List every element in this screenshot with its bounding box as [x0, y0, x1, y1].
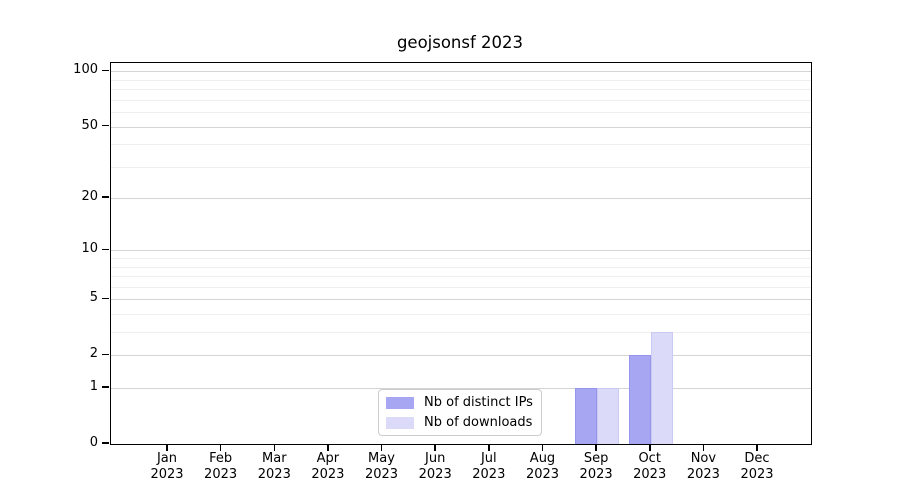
x-tick-year: 2023 — [525, 466, 560, 482]
x-tick-month: Aug — [529, 451, 556, 466]
x-tick-month: Apr — [316, 451, 340, 466]
x-tick-mark-aug — [541, 444, 544, 451]
gridline-major-50 — [111, 126, 811, 128]
x-tick-label-apr: Apr 2023 — [288, 451, 368, 482]
x-tick-month: Jan — [156, 451, 178, 466]
plot-area — [110, 62, 812, 445]
x-tick-label-mar: Mar 2023 — [234, 451, 314, 482]
x-tick-label-oct: Oct 2023 — [610, 451, 690, 482]
y-tick-mark-10 — [101, 248, 109, 251]
x-tick-mark-mar — [273, 444, 275, 451]
x-tick-month: May — [368, 451, 395, 466]
x-tick-year: 2023 — [150, 466, 184, 482]
gridline-minor-6 — [111, 286, 811, 288]
gridline-major-2 — [111, 355, 811, 357]
x-tick-mark-oct — [649, 444, 651, 451]
x-tick-label-jul: Jul 2023 — [449, 451, 529, 482]
y-tick-mark-100 — [101, 69, 109, 72]
legend-item-downloads: Nb of downloads — [386, 413, 541, 433]
y-tick-mark-1 — [101, 386, 109, 388]
y-tick-mark-20 — [101, 196, 109, 198]
gridline-minor-9 — [111, 258, 811, 260]
bar-sep-downloads — [597, 388, 620, 444]
x-tick-label-sep: Sep 2023 — [556, 451, 636, 482]
x-tick-label-jun: Jun 2023 — [395, 451, 475, 482]
y-tick-label-10: 10 — [81, 241, 98, 257]
y-tick-mark-0 — [101, 442, 109, 444]
bars-layer — [111, 63, 811, 444]
chart-title: geojsonsf 2023 — [396, 33, 524, 52]
x-tick-mark-jan — [166, 444, 168, 451]
y-tick-mark-2 — [101, 353, 109, 355]
x-tick-year: 2023 — [311, 466, 345, 482]
x-tick-mark-jul — [488, 444, 490, 451]
x-tick-month: Dec — [744, 451, 770, 466]
y-tick-label-1: 1 — [89, 379, 98, 394]
x-tick-label-aug: Aug 2023 — [503, 451, 583, 482]
y-tick-label-100: 100 — [73, 62, 98, 78]
x-tick-label-feb: Feb 2023 — [181, 451, 261, 482]
y-tick-label-5: 5 — [89, 290, 98, 306]
x-tick-year: 2023 — [204, 466, 238, 482]
y-tick-mark-50 — [101, 124, 109, 127]
gridline-minor-7 — [111, 276, 811, 278]
x-tick-month: Nov — [690, 451, 717, 466]
x-tick-mark-may — [380, 444, 383, 451]
x-tick-year: 2023 — [364, 466, 399, 482]
x-tick-month: Feb — [209, 451, 233, 466]
gridline-major-10 — [111, 250, 811, 252]
gridlines-layer — [111, 63, 811, 444]
y-tick-label-20: 20 — [81, 189, 98, 205]
x-tick-mark-nov — [702, 444, 705, 451]
x-tick-month: Jun — [425, 451, 446, 466]
x-tick-year: 2023 — [740, 466, 774, 482]
x-tick-year: 2023 — [686, 466, 720, 482]
x-tick-year: 2023 — [257, 466, 291, 482]
x-tick-label-dec: Dec 2023 — [717, 451, 797, 482]
gridline-minor-90 — [111, 79, 811, 81]
legend-item-distinct-ips: Nb of distinct IPs — [386, 393, 541, 413]
gridline-minor-60 — [111, 112, 811, 114]
bar-oct-distinct-ips — [628, 355, 651, 444]
gridline-major-20 — [111, 198, 811, 200]
x-tick-year: 2023 — [579, 466, 613, 482]
gridline-major-100 — [111, 71, 811, 73]
x-tick-mark-sep — [595, 444, 597, 451]
gridline-minor-4 — [111, 314, 811, 315]
x-tick-mark-apr — [327, 444, 329, 451]
x-tick-year: 2023 — [472, 466, 506, 482]
x-tick-year: 2023 — [633, 466, 667, 482]
x-tick-year: 2023 — [418, 466, 452, 482]
y-tick-label-2: 2 — [89, 346, 98, 362]
y-tick-mark-5 — [101, 297, 109, 300]
x-tick-month: Jul — [480, 451, 497, 466]
gridline-minor-70 — [111, 99, 811, 101]
gridline-minor-30 — [111, 166, 811, 168]
x-tick-month: Sep — [583, 451, 609, 466]
gridline-minor-3 — [111, 332, 811, 334]
x-tick-label-nov: Nov 2023 — [663, 451, 743, 482]
legend-label-downloads: Nb of downloads — [424, 415, 533, 430]
bar-oct-downloads — [650, 332, 673, 444]
gridline-major-5 — [111, 299, 811, 301]
legend-swatch-distinct-ips — [386, 396, 414, 409]
legend-label-distinct-ips: Nb of distinct IPs — [424, 395, 533, 410]
legend-swatch-downloads — [386, 416, 414, 429]
y-tick-label-0: 0 — [89, 435, 98, 450]
gridline-minor-8 — [111, 266, 811, 268]
y-tick-label-50: 50 — [81, 117, 98, 133]
gridline-major-1 — [111, 388, 811, 389]
x-tick-mark-dec — [756, 444, 758, 451]
gridline-minor-80 — [111, 89, 811, 91]
legend: Nb of distinct IPs Nb of downloads — [378, 389, 542, 436]
x-tick-month: Mar — [262, 451, 287, 466]
x-tick-mark-feb — [219, 444, 222, 451]
x-tick-month: Oct — [638, 451, 661, 466]
gridline-minor-40 — [111, 144, 811, 146]
x-tick-label-may: May 2023 — [342, 451, 422, 482]
bar-sep-distinct-ips — [575, 388, 598, 444]
x-tick-label-jan: Jan 2023 — [127, 451, 207, 482]
x-tick-mark-jun — [434, 444, 436, 451]
